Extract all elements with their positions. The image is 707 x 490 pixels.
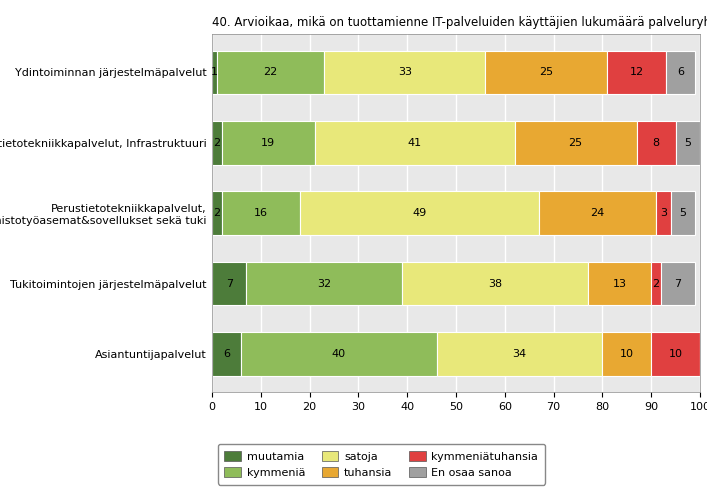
Bar <box>222 191 300 235</box>
Bar <box>222 121 315 165</box>
Bar <box>602 332 651 376</box>
Text: 5: 5 <box>684 138 691 148</box>
Text: 10: 10 <box>620 349 633 359</box>
Text: 16: 16 <box>254 208 268 218</box>
Text: 7: 7 <box>226 278 233 289</box>
Bar <box>700 332 707 376</box>
Text: 19: 19 <box>261 138 275 148</box>
Bar <box>636 121 675 165</box>
Text: 12: 12 <box>629 68 643 77</box>
Bar <box>212 50 217 94</box>
Text: 24: 24 <box>590 208 604 218</box>
Bar <box>607 50 666 94</box>
Bar <box>402 262 588 305</box>
Bar <box>651 332 700 376</box>
Text: 25: 25 <box>568 138 583 148</box>
Bar <box>212 121 222 165</box>
Text: 13: 13 <box>612 278 626 289</box>
Text: 2: 2 <box>214 208 221 218</box>
Bar <box>651 262 661 305</box>
Text: 32: 32 <box>317 278 332 289</box>
Bar <box>436 332 602 376</box>
Bar <box>666 50 695 94</box>
Legend: muutamia, kymmeniä, satoja, tuhansia, kymmeniätuhansia, En osaa sanoa: muutamia, kymmeniä, satoja, tuhansia, ky… <box>218 444 544 485</box>
Bar <box>675 121 700 165</box>
Text: 22: 22 <box>264 68 278 77</box>
Text: 3: 3 <box>660 208 667 218</box>
Text: 33: 33 <box>398 68 411 77</box>
Bar <box>212 262 246 305</box>
Text: 40. Arvioikaa, mikä on tuottamienne IT-palveluiden käyttäjien lukumäärä palvelur: 40. Arvioikaa, mikä on tuottamienne IT-p… <box>212 16 707 29</box>
Bar <box>485 50 607 94</box>
Bar <box>588 262 651 305</box>
Bar <box>241 332 436 376</box>
Bar <box>246 262 402 305</box>
Bar <box>671 191 695 235</box>
Bar <box>212 332 241 376</box>
Text: 34: 34 <box>513 349 527 359</box>
Text: 41: 41 <box>407 138 421 148</box>
Text: 5: 5 <box>679 208 686 218</box>
Bar <box>661 262 695 305</box>
Bar <box>325 50 485 94</box>
Text: 7: 7 <box>674 278 682 289</box>
Text: 6: 6 <box>223 349 230 359</box>
Bar <box>515 121 636 165</box>
Text: 6: 6 <box>677 68 684 77</box>
Text: 25: 25 <box>539 68 554 77</box>
Bar <box>656 191 671 235</box>
Bar <box>212 191 222 235</box>
Text: 2: 2 <box>214 138 221 148</box>
Bar <box>300 191 539 235</box>
Text: 40: 40 <box>332 349 346 359</box>
Bar <box>315 121 515 165</box>
Text: 2: 2 <box>653 278 660 289</box>
Text: 1: 1 <box>211 68 218 77</box>
Text: 8: 8 <box>653 138 660 148</box>
Text: 38: 38 <box>488 278 502 289</box>
Text: 49: 49 <box>412 208 426 218</box>
Bar <box>217 50 325 94</box>
Text: 10: 10 <box>669 349 682 359</box>
Bar <box>539 191 656 235</box>
